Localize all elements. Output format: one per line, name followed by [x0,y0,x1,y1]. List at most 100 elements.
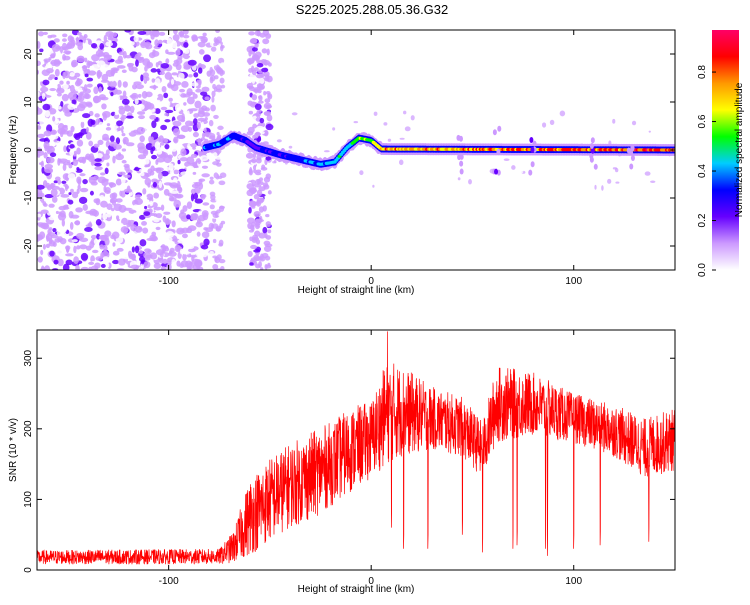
noise-cell [267,190,272,195]
noise-cell [144,248,151,253]
noise-cell [98,121,104,129]
figure-title: S225.2025.288.05.36.G32 [296,2,449,17]
noise-cell [596,136,600,142]
noise-cell [76,166,80,171]
noise-cell [259,73,266,78]
noise-cell [112,174,116,183]
noise-cell [255,111,260,118]
noise-cell [219,153,225,158]
noise-cell [123,227,127,235]
noise-cell [166,51,176,55]
noise-cell [249,262,254,266]
noise-cell [257,43,264,50]
noise-cell [100,200,108,208]
noise-cell [190,76,195,83]
noise-cell [172,128,181,136]
colorbar-label: Normalized spectral amplitude [734,82,745,217]
band-cell [589,142,594,149]
noise-cell [61,227,67,233]
noise-cell [518,174,522,177]
noise-cell [350,117,357,121]
noise-cell [256,189,263,197]
noise-cell [178,37,185,43]
noise-cell [203,127,207,133]
noise-cell [109,193,116,200]
noise-cell [60,101,64,108]
noise-cell [259,117,265,124]
noise-cell [199,155,209,162]
noise-cell [160,170,169,177]
noise-cell [201,173,210,178]
noise-cell [121,176,126,185]
noise-cell [139,214,146,220]
noise-cell [250,244,258,250]
noise-cell [630,138,634,143]
band-cell [629,163,634,170]
noise-cell [136,103,145,111]
noise-cell [113,144,122,150]
noise-cell [38,31,44,37]
noise-cell [209,250,214,256]
noise-cell [462,124,468,128]
noise-cell [88,110,94,116]
spectrogram-y-axis-label: Frequency (Hz) [8,116,19,185]
noise-cell [60,130,70,135]
noise-cell [68,163,73,169]
noise-cell [80,266,89,270]
noise-cell [105,127,112,131]
noise-cell [182,205,188,212]
noise-cell [87,215,96,221]
noise-cell [165,58,170,64]
noise-cell [95,30,102,38]
noise-cell [399,137,405,140]
noise-cell [581,167,587,173]
noise-cell [80,252,89,261]
noise-cell [104,167,109,175]
colorbar-gradient [712,30,739,270]
noise-cell [660,163,667,170]
noise-cell [157,39,163,45]
noise-cell [129,94,137,99]
noise-cell [142,227,149,234]
noise-cell [127,250,133,258]
noise-cell [158,31,166,36]
noise-cell [217,175,223,179]
noise-cell [42,243,46,250]
noise-cell [53,180,59,184]
noise-cell [269,137,276,144]
noise-cell [139,239,147,247]
noise-cell [180,148,187,157]
noise-cell [139,135,145,143]
noise-cell [246,183,255,190]
noise-cell [51,135,59,140]
noise-cell [54,50,61,58]
noise-cell [126,115,134,119]
noise-cell [130,224,138,232]
noise-cell [140,172,145,177]
noise-cell [82,179,88,185]
noise-cell [209,176,214,180]
noise-cell [263,240,271,246]
noise-cell [190,153,198,159]
noise-cell [268,62,272,67]
noise-cell [612,118,616,124]
noise-cell [149,85,159,89]
noise-cell [209,40,214,47]
noise-cell [57,105,62,110]
noise-cell [602,168,606,175]
noise-cell [85,132,92,140]
noise-cell [90,42,98,49]
noise-cell [128,150,138,155]
noise-cell [50,188,58,197]
noise-cell [259,32,266,38]
noise-cell [208,179,215,185]
noise-cell [125,55,132,59]
noise-cell [57,236,63,243]
noise-cell [94,162,102,167]
noise-cell [188,74,193,78]
noise-cell [263,102,272,110]
noise-cell [258,261,262,268]
noise-cell [248,110,254,115]
noise-cell [251,77,256,84]
noise-cell [51,43,61,52]
